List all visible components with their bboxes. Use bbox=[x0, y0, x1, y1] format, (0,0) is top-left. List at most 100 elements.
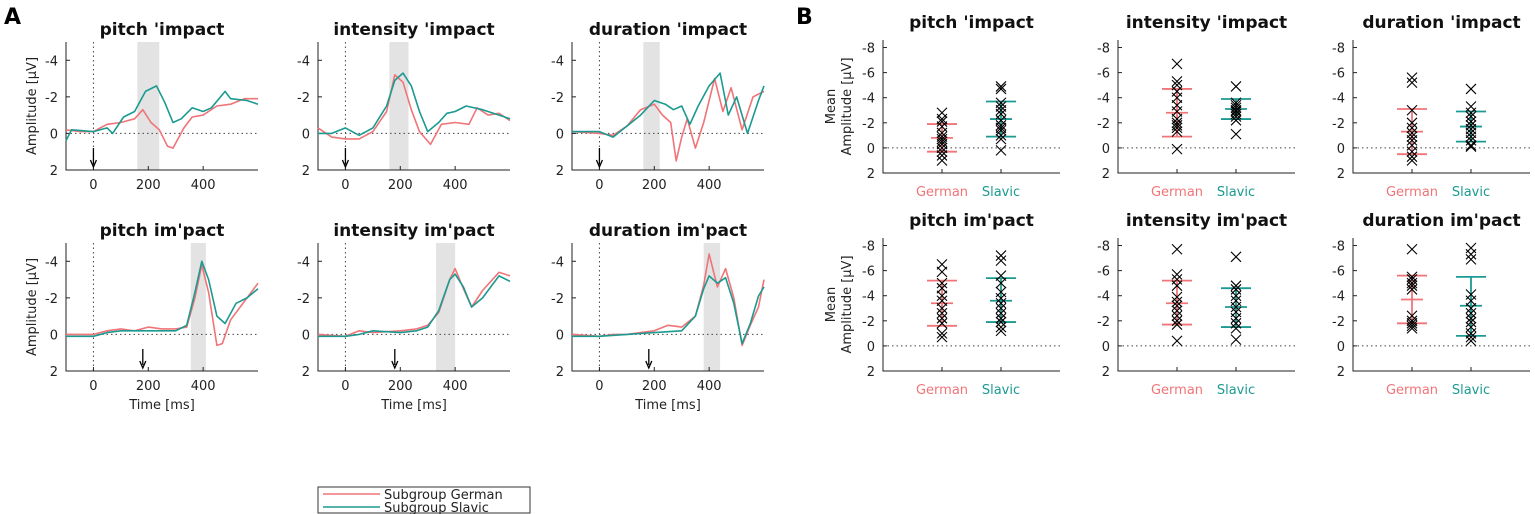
plot-title: intensity 'impact bbox=[333, 20, 494, 40]
x-tick-label: 0 bbox=[89, 178, 97, 193]
y-tick-label: -2 bbox=[1097, 117, 1110, 132]
slavic-data-point bbox=[995, 277, 1007, 289]
y-tick-label: -2 bbox=[45, 91, 58, 106]
slavic-data-point bbox=[1230, 111, 1242, 122]
y-tick-label: 0 bbox=[1102, 142, 1110, 157]
german-category-label: German bbox=[1386, 185, 1438, 200]
german-data-point bbox=[1406, 322, 1418, 334]
y-tick-label: 0 bbox=[867, 142, 875, 157]
plot-title: duration im'pact bbox=[1362, 211, 1520, 231]
y-tick-label: -2 bbox=[45, 292, 58, 307]
y-tick-label: 0 bbox=[556, 127, 564, 142]
slavic-waveform bbox=[572, 72, 765, 138]
plot-title: duration 'impact bbox=[589, 20, 747, 40]
german-data-point bbox=[936, 116, 948, 127]
legend-box bbox=[317, 486, 531, 514]
plot-title: pitch 'impact bbox=[100, 20, 225, 40]
y-tick-label: -6 bbox=[1332, 67, 1345, 82]
german-waveform bbox=[317, 267, 511, 338]
slavic-data-point bbox=[995, 312, 1007, 324]
y-tick-label: -2 bbox=[862, 117, 875, 132]
x-tick-label: 400 bbox=[443, 379, 468, 394]
analysis-window-shade bbox=[190, 243, 206, 371]
axes bbox=[1117, 238, 1295, 372]
german-data-point bbox=[1171, 243, 1183, 255]
slavic-data-point bbox=[1230, 301, 1242, 313]
y-tick-label: -8 bbox=[1097, 42, 1110, 57]
slavic-data-point bbox=[1230, 106, 1242, 117]
x-tick-label: 400 bbox=[443, 178, 468, 193]
german-data-point bbox=[1171, 315, 1183, 327]
slavic-waveform bbox=[318, 72, 511, 137]
y-tick-label: 2 bbox=[1337, 365, 1345, 380]
slavic-data-point bbox=[995, 81, 1007, 92]
german-data-point bbox=[936, 266, 948, 278]
x-axis-label: Time [ms] bbox=[634, 398, 701, 413]
y-tick-label: -2 bbox=[862, 315, 875, 330]
y-tick-label: -6 bbox=[1097, 67, 1110, 82]
y-tick-label: -2 bbox=[551, 292, 564, 307]
german-data-point bbox=[1171, 76, 1183, 87]
stimulus-arrow bbox=[139, 349, 147, 370]
axes bbox=[317, 243, 510, 372]
slavic-data-point bbox=[995, 104, 1007, 116]
slavic-data-point bbox=[995, 129, 1007, 141]
stimulus-arrow bbox=[341, 148, 350, 169]
slavic-data-point bbox=[995, 133, 1007, 145]
y-tick-label: 2 bbox=[556, 164, 564, 179]
erp-plot: pitch 'impact -4 -2 0 2 0 200 400 Amplitude [µV] bbox=[25, 20, 259, 193]
german-data-point bbox=[1406, 134, 1418, 146]
erp-plot: duration im'pact -4 -2 0 2 0 200 400 Time [ms] bbox=[551, 221, 765, 413]
german-data-point bbox=[1171, 126, 1183, 137]
german-category-label: German bbox=[916, 383, 968, 398]
y-tick-label: -4 bbox=[862, 92, 875, 107]
y-tick-label: -2 bbox=[297, 91, 310, 106]
y-tick-label: -2 bbox=[1332, 315, 1345, 330]
german-category-label: German bbox=[916, 185, 968, 200]
y-tick-label: -4 bbox=[1097, 92, 1110, 107]
x-tick-label: 200 bbox=[136, 379, 161, 394]
axes bbox=[65, 42, 258, 171]
panel-label-b: B bbox=[796, 5, 813, 30]
amplitude-plot: intensity im'pact -8 -6 -4 -2 0 2 German Slavic bbox=[1097, 211, 1295, 398]
german-data-point bbox=[1171, 305, 1183, 317]
german-data-point bbox=[936, 138, 948, 150]
amplitude-plot: duration 'impact -8 -6 -4 -2 0 2 German Slavic bbox=[1332, 13, 1530, 200]
slavic-data-point bbox=[1230, 290, 1242, 302]
german-data-point bbox=[1171, 106, 1183, 117]
legend-german-label: Subgroup German bbox=[384, 488, 503, 503]
slavic-data-point bbox=[1465, 335, 1477, 347]
y-tick-label: 2 bbox=[867, 167, 875, 182]
y-tick-label: -2 bbox=[1097, 315, 1110, 330]
slavic-data-point bbox=[1465, 248, 1477, 260]
y-tick-label: -2 bbox=[551, 91, 564, 106]
slavic-data-point bbox=[1465, 119, 1477, 131]
x-axis-label: Time [ms] bbox=[380, 398, 447, 413]
slavic-data-point bbox=[1230, 280, 1242, 292]
plot-title: pitch im'pact bbox=[100, 221, 225, 241]
x-tick-label: 200 bbox=[388, 379, 413, 394]
slavic-data-point bbox=[1230, 312, 1242, 324]
plot-title: pitch im'pact bbox=[909, 211, 1034, 231]
slavic-data-point bbox=[1230, 334, 1242, 346]
german-data-point bbox=[1171, 300, 1183, 312]
slavic-category-label: Slavic bbox=[982, 383, 1020, 398]
y-axis-label: Amplitude [µV] bbox=[25, 258, 40, 356]
german-data-point bbox=[936, 302, 948, 314]
axes bbox=[65, 243, 258, 372]
panel-label-a: A bbox=[4, 5, 21, 30]
erp-plot: intensity 'impact -4 -2 0 2 0 200 400 bbox=[297, 20, 511, 193]
german-waveform bbox=[66, 264, 259, 347]
german-data-point bbox=[936, 312, 948, 324]
slavic-data-point bbox=[1465, 327, 1477, 339]
y-tick-label: -8 bbox=[862, 240, 875, 255]
german-data-point bbox=[1406, 77, 1418, 89]
slavic-data-point bbox=[1465, 111, 1477, 122]
y-tick-label: 0 bbox=[50, 127, 58, 142]
erp-plot: pitch im'pact -4 -2 0 2 0 200 400 Amplitude [µV]… bbox=[25, 221, 259, 413]
german-category-label: German bbox=[1386, 383, 1438, 398]
slavic-data-point bbox=[1465, 316, 1477, 328]
axes bbox=[1352, 238, 1530, 372]
slavic-data-point bbox=[1230, 81, 1242, 92]
slavic-data-point bbox=[1230, 317, 1242, 329]
